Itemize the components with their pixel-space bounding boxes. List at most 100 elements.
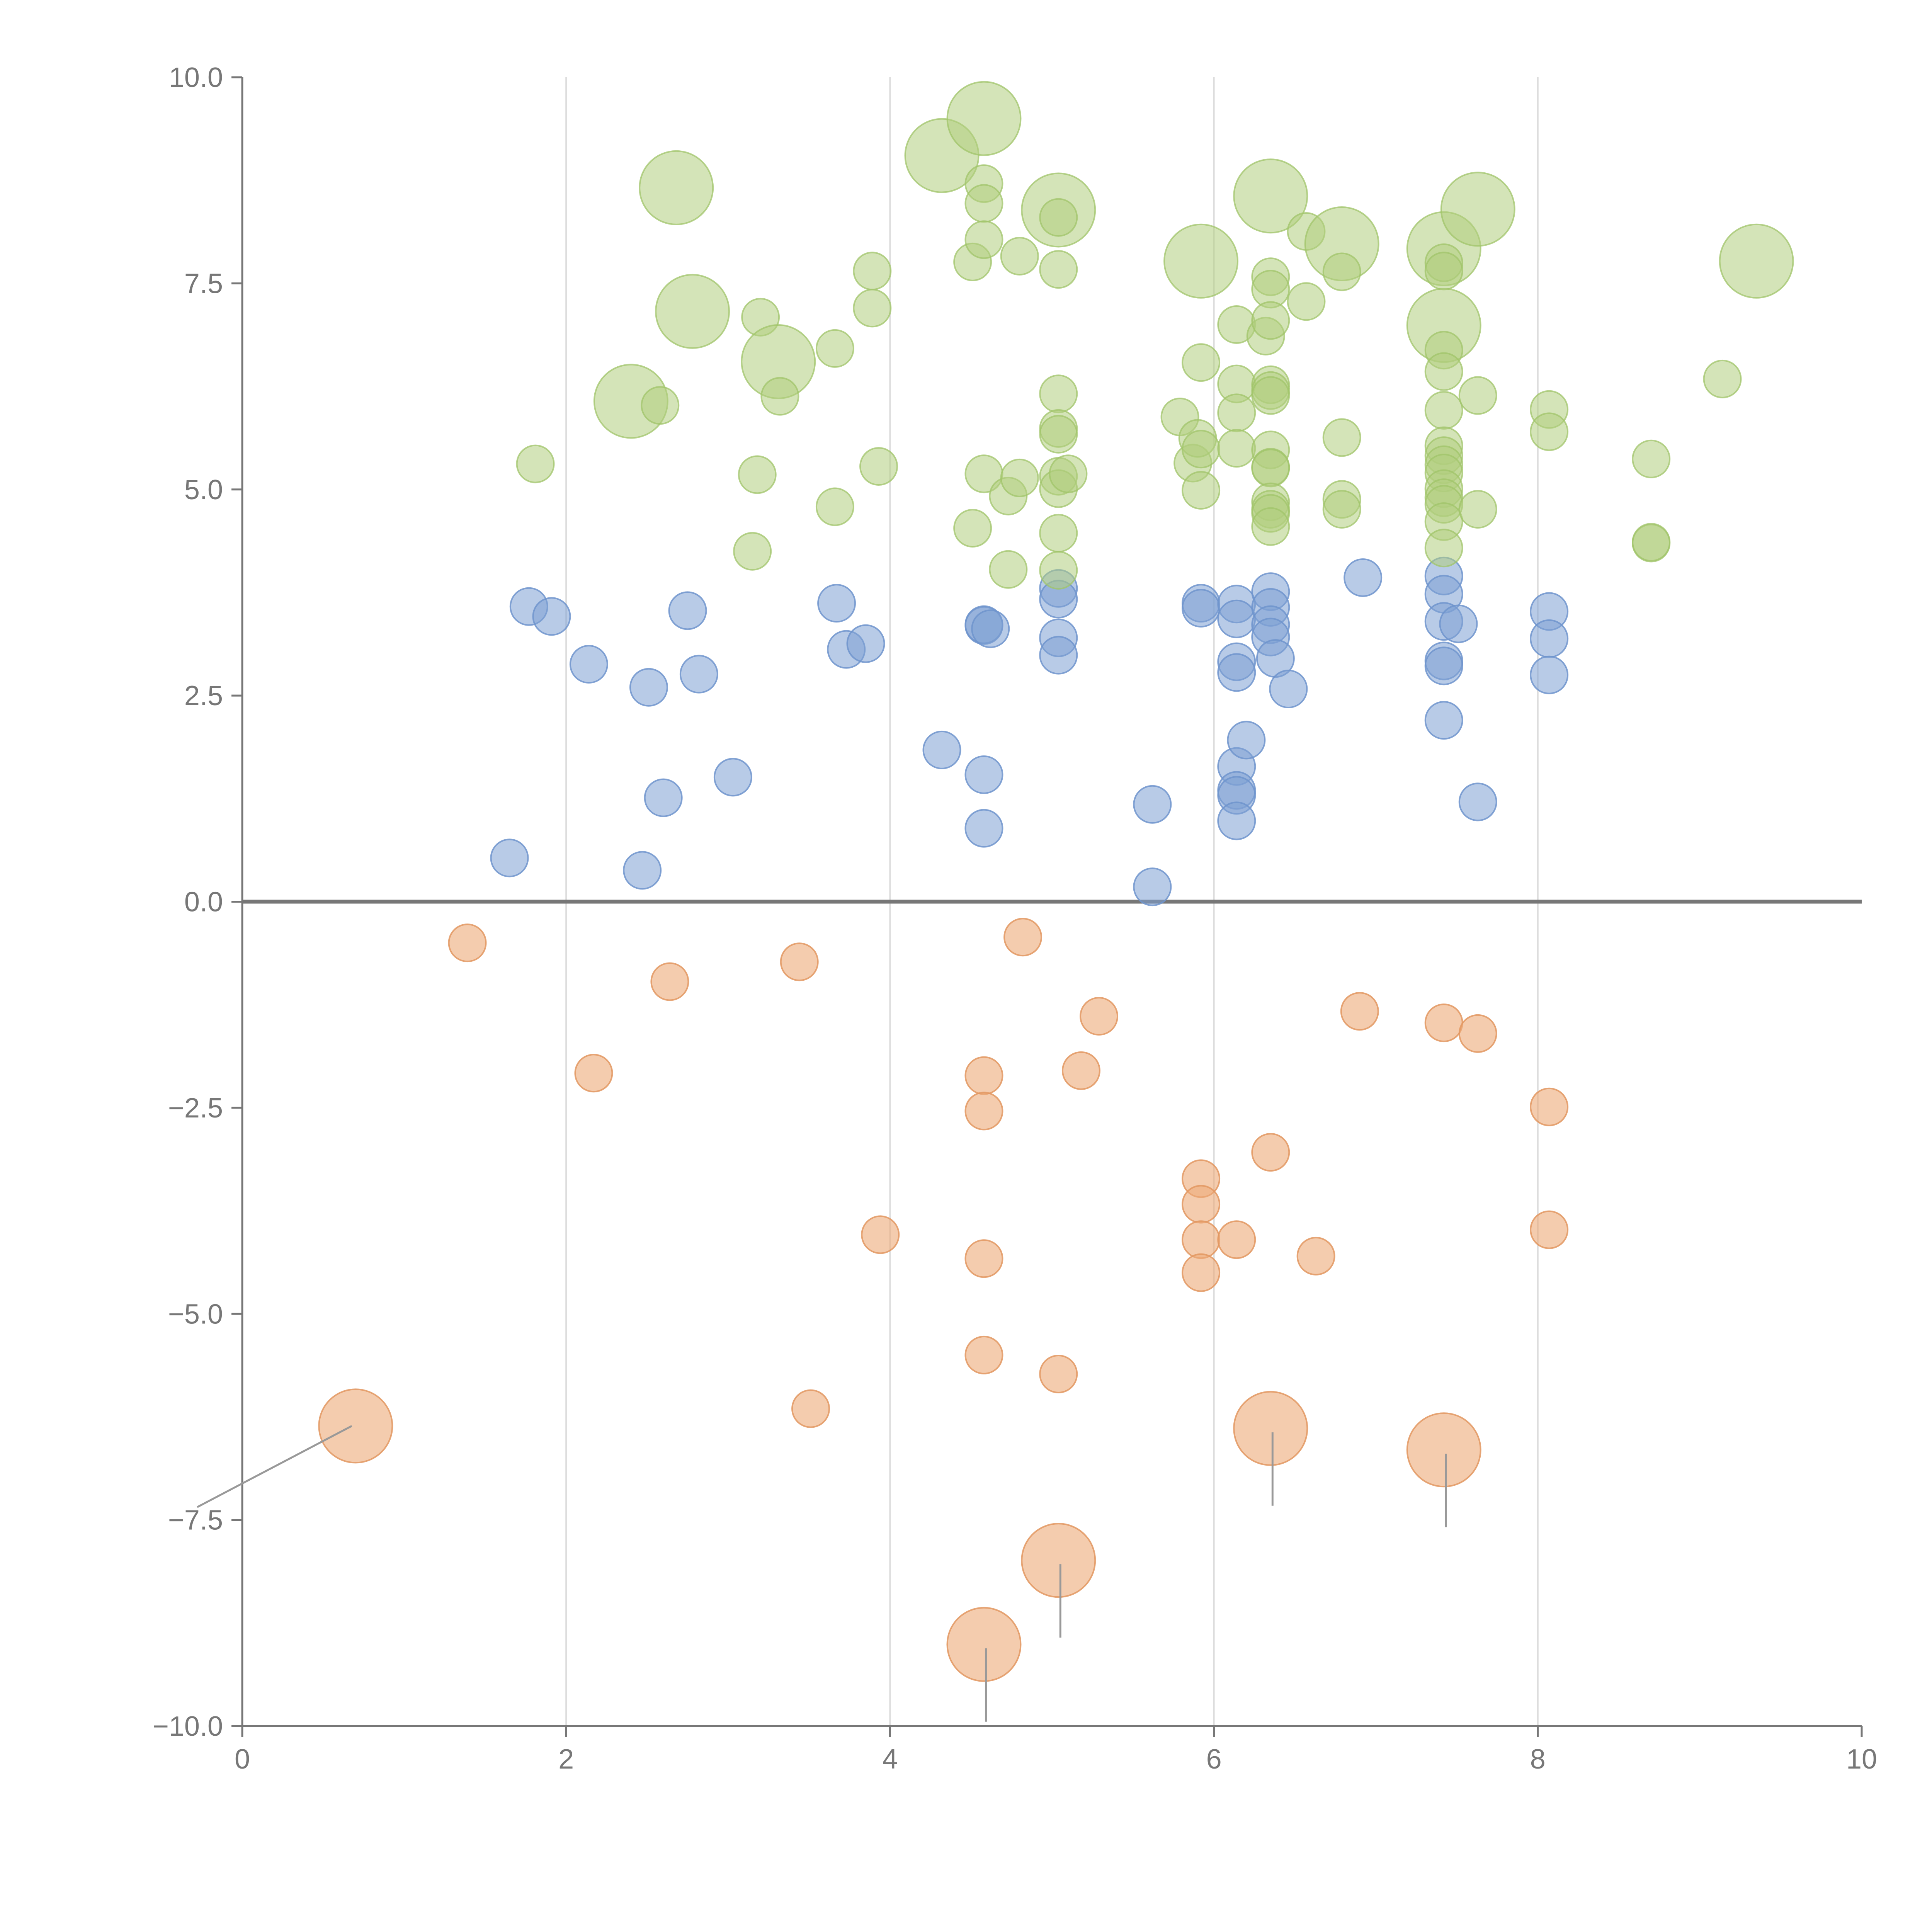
blue-bubble <box>1424 646 1463 685</box>
green-bubble <box>1424 352 1463 391</box>
green-bubble <box>1039 198 1078 237</box>
green-bubble <box>639 150 714 225</box>
green-bubble <box>1217 393 1256 432</box>
green-bubble <box>989 550 1028 589</box>
orange-bubble <box>318 1388 393 1464</box>
y-tick-label: −10.0 <box>153 1711 223 1742</box>
blue-bubble <box>971 609 1010 648</box>
bubbles <box>318 81 1794 1682</box>
green-bubble <box>1703 359 1742 398</box>
green-bubble <box>1217 429 1256 468</box>
orange-bubble <box>1424 1003 1463 1043</box>
blue-bubble <box>1217 599 1256 638</box>
orange-bubble <box>964 1092 1003 1131</box>
orange-bubble <box>964 1335 1003 1374</box>
blue-bubble <box>1424 701 1463 740</box>
green-bubble <box>1287 282 1326 321</box>
orange-bubble <box>861 1215 900 1254</box>
green-bubble <box>733 532 772 571</box>
orange-bubble <box>1080 997 1119 1036</box>
orange-bubble <box>1458 1014 1497 1053</box>
green-bubble <box>853 289 892 328</box>
orange-bubble <box>1530 1210 1569 1249</box>
leader-line <box>197 1425 352 1508</box>
y-tick-label: 0.0 <box>184 887 223 918</box>
orange-bubble <box>964 1239 1003 1278</box>
green-bubble <box>1049 454 1088 493</box>
blue-bubble <box>1227 721 1266 760</box>
y-tick-label: 5.0 <box>184 474 223 505</box>
blue-bubble <box>1039 636 1078 675</box>
green-bubble <box>964 220 1003 259</box>
green-bubble <box>1322 490 1361 529</box>
green-bubble <box>815 329 854 368</box>
blue-bubble <box>1530 655 1569 694</box>
orange-bubble <box>1406 1412 1481 1488</box>
green-bubble <box>655 274 730 349</box>
orange-bubble <box>780 942 819 981</box>
orange-bubble <box>650 962 689 1001</box>
y-tick-label: −5.0 <box>168 1299 223 1330</box>
orange-bubble <box>1217 1220 1256 1259</box>
green-bubble <box>1163 223 1239 299</box>
orange-bubble <box>1003 918 1043 957</box>
green-bubble <box>1322 252 1361 291</box>
blue-bubble <box>668 591 707 630</box>
orange-bubble <box>1530 1087 1569 1126</box>
orange-bubble <box>1039 1354 1078 1393</box>
green-bubble <box>815 487 854 526</box>
green-bubble <box>1251 376 1290 415</box>
y-tick-label: −7.5 <box>168 1505 223 1536</box>
blue-bubble <box>623 851 662 890</box>
x-tick-label: 8 <box>1530 1744 1546 1775</box>
green-bubble <box>1182 430 1221 469</box>
green-bubble <box>853 252 892 291</box>
orange-bubble <box>1021 1523 1096 1598</box>
blue-bubble <box>922 730 961 769</box>
orange-bubble <box>1233 1391 1308 1466</box>
blue-bubble <box>679 655 718 694</box>
x-tick-label: 6 <box>1206 1744 1222 1775</box>
green-bubble <box>964 184 1003 223</box>
green-bubble <box>1039 514 1078 553</box>
orange-bubble <box>1182 1253 1221 1292</box>
x-tick-label: 0 <box>235 1744 250 1775</box>
orange-bubble <box>1296 1236 1335 1276</box>
y-axis-ticks: −10.0 −7.5 −5.0 −2.5 0.0 2.5 5.0 7.5 10.0 <box>153 62 242 1742</box>
blue-bubble <box>846 624 885 663</box>
green-bubble <box>760 377 799 416</box>
green-bubble <box>1251 507 1290 546</box>
blue-bubble <box>1530 619 1569 658</box>
green-bubble <box>1632 439 1671 478</box>
green-bubble <box>738 455 777 494</box>
green-bubble <box>1039 374 1078 413</box>
green-bubble <box>1233 158 1308 234</box>
green-bubble <box>1000 458 1039 497</box>
green-bubble <box>1182 471 1221 510</box>
blue-bubble <box>1217 653 1256 692</box>
blue-bubble <box>629 668 668 707</box>
blue-bubble <box>964 755 1003 794</box>
green-bubble <box>1322 418 1361 457</box>
x-tick-label: 10 <box>1846 1744 1877 1775</box>
green-bubble <box>1039 250 1078 289</box>
blue-bubble <box>532 597 571 636</box>
y-tick-label: 7.5 <box>184 268 223 299</box>
green-bubble <box>641 386 680 425</box>
orange-bubble <box>946 1607 1022 1682</box>
x-axis-ticks: 0 2 4 6 8 10 <box>235 1726 1877 1775</box>
blue-bubble <box>1269 670 1308 709</box>
orange-bubble <box>1061 1051 1100 1090</box>
green-bubble <box>1632 523 1671 562</box>
green-bubble <box>1251 301 1290 340</box>
blue-bubble <box>1458 782 1497 821</box>
green-bubble <box>1424 391 1463 430</box>
blue-bubble <box>644 778 683 817</box>
orange-bubble <box>1182 1220 1221 1259</box>
y-tick-label: 10.0 <box>169 62 223 93</box>
green-bubble <box>859 447 898 486</box>
blue-bubble <box>964 809 1003 848</box>
orange-bubble <box>1251 1133 1290 1172</box>
green-bubble <box>516 444 555 483</box>
